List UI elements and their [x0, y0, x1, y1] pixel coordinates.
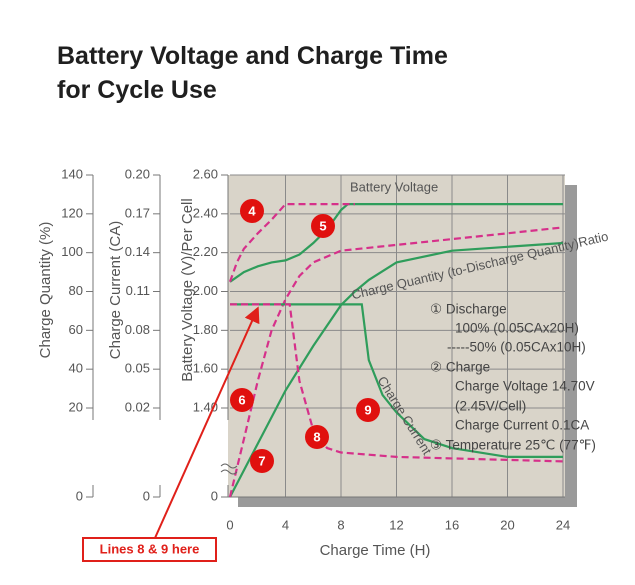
x-tick-label: 4 [282, 517, 289, 532]
y-tick-label: 2.00 [193, 283, 218, 298]
y2-tick-label: 0.20 [125, 166, 150, 181]
marker-label: 4 [248, 203, 256, 218]
note: 100% (0.05CAx20H) [455, 321, 579, 336]
y-tick-label: 2.40 [193, 205, 218, 220]
note: -----50% (0.05CAx10H) [447, 340, 586, 355]
note: ③ Temperature 25℃ (77℉) [430, 438, 596, 453]
y-tick-label: 2.60 [193, 166, 218, 181]
y-tick-label: 1.60 [193, 361, 218, 376]
note: Charge Voltage 14.70V [455, 379, 595, 394]
plot-shadow [238, 497, 577, 507]
series-line [229, 203, 563, 283]
y3-axis-title: Charge Quantity (%) [37, 222, 54, 359]
x-axis-title: Charge Time (H) [320, 542, 431, 559]
series-line [228, 203, 355, 283]
y3-tick-label: 40 [69, 361, 83, 376]
marker-label: 7 [258, 453, 265, 468]
note: ② Charge [430, 360, 490, 375]
marker-label: 8 [313, 429, 320, 444]
note: Charge Current 0.1CA [455, 418, 589, 433]
series-line [229, 241, 564, 498]
y3-tick-label: 60 [69, 322, 83, 337]
y2-tick-label: 0 [143, 488, 150, 503]
marker-label: 5 [319, 218, 326, 233]
y2-tick-label: 0.02 [125, 399, 150, 414]
x-tick-label: 20 [500, 517, 514, 532]
y-tick-label: 2.20 [193, 244, 218, 259]
marker-badge [250, 449, 274, 473]
y3-tick-label: 20 [69, 399, 83, 414]
y-tick-label: 0 [211, 488, 218, 503]
marker-label: 9 [364, 402, 371, 417]
x-tick-label: 8 [337, 517, 344, 532]
chart-title: for Cycle Use [57, 76, 217, 104]
x-tick-label: 16 [445, 517, 459, 532]
y3-tick-label: 0 [76, 488, 83, 503]
callout-arrow [154, 306, 260, 539]
y2-tick-label: 0.11 [126, 283, 150, 298]
y2-tick-label: 0.14 [125, 244, 150, 259]
marker-badge [356, 398, 380, 422]
plot-shadow [565, 185, 577, 507]
y-axis-title: Battery Voltage (V)/Per Cell [179, 198, 196, 381]
chart-layer: 01.401.601.802.002.202.402.6000.020.050.… [61, 166, 570, 532]
y2-axis-title: Charge Current (CA) [107, 221, 124, 359]
callout-box [82, 537, 217, 562]
x-tick-label: 0 [226, 517, 233, 532]
marker-badge [311, 214, 335, 238]
series-line [228, 226, 564, 498]
callout-text: Lines 8 & 9 here [100, 541, 200, 556]
y3-tick-label: 140 [61, 166, 83, 181]
y2-tick-label: 0.08 [125, 322, 150, 337]
marker-label: 6 [238, 392, 245, 407]
y2-tick-label: 0.17 [125, 205, 150, 220]
y-tick-label: 1.80 [193, 322, 218, 337]
y3-tick-label: 100 [61, 244, 83, 259]
series-line [230, 303, 563, 458]
chart-title: Battery Voltage and Charge Time [57, 42, 448, 70]
y3-tick-label: 80 [69, 283, 83, 298]
marker-badge [230, 388, 254, 412]
marker-badge [240, 199, 264, 223]
x-tick-label: 24 [556, 517, 570, 532]
x-tick-label: 12 [389, 517, 403, 532]
note: (2.45V/Cell) [455, 399, 526, 414]
axis-break [220, 463, 238, 475]
y3-tick-label: 120 [61, 205, 83, 220]
marker-badge [305, 425, 329, 449]
y2-tick-label: 0.05 [125, 361, 150, 376]
note: ① Discharge [430, 302, 507, 317]
curve-label: Battery Voltage [350, 179, 438, 194]
